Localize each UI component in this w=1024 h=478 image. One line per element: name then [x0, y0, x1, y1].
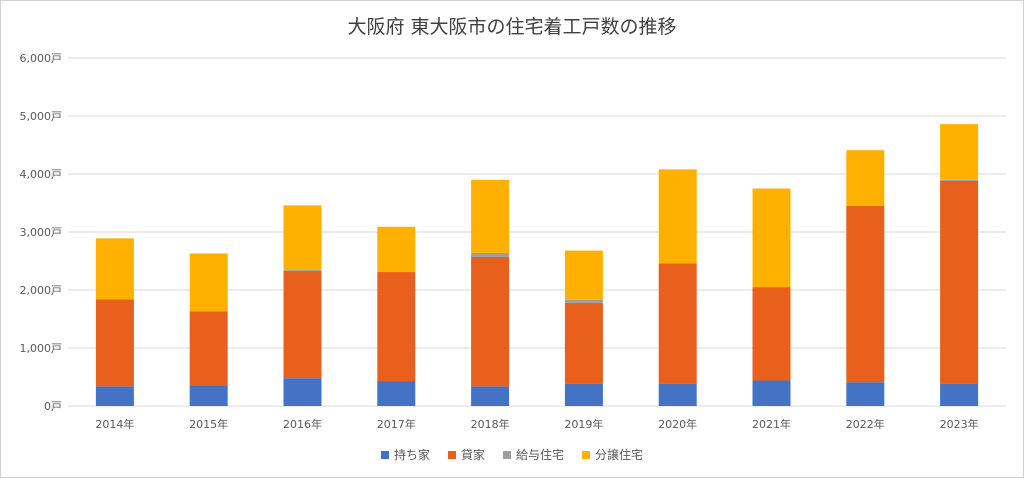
- bar-segment: [189, 385, 228, 406]
- bar-segment: [658, 383, 697, 406]
- x-tick-label: 2018年: [471, 417, 510, 431]
- bar-segment: [564, 299, 603, 303]
- legend-item: 持ち家: [380, 446, 430, 463]
- bar-segment: [377, 226, 416, 273]
- bar-segment: [377, 272, 416, 382]
- x-tick-label: 2015年: [189, 417, 228, 431]
- bar-segment: [471, 252, 510, 257]
- y-tick-label: 3,000戸: [20, 226, 63, 239]
- bar-segment: [940, 383, 979, 406]
- y-tick-label: 2,000戸: [20, 284, 63, 297]
- y-tick-label: 0戸: [44, 400, 62, 413]
- legend-swatch: [380, 450, 389, 459]
- bar-segment: [283, 270, 322, 379]
- x-tick-label: 2016年: [283, 417, 322, 431]
- legend-swatch: [582, 450, 591, 459]
- bar-segment: [846, 205, 885, 383]
- bar-segment: [658, 169, 697, 264]
- bar-segment: [471, 179, 510, 253]
- x-tick-label: 2017年: [377, 417, 416, 431]
- bar-segment: [95, 238, 134, 300]
- legend-label: 給与住宅: [516, 448, 565, 462]
- bar-segment: [471, 386, 510, 406]
- bar-segment: [377, 381, 416, 406]
- bar-segment: [940, 179, 979, 181]
- x-tick-label: 2022年: [846, 417, 885, 431]
- bar-segment: [564, 302, 603, 384]
- bar-segment: [846, 150, 885, 206]
- bar-segment: [189, 253, 228, 312]
- legend-item: 分譲住宅: [582, 446, 643, 463]
- bar-segment: [846, 382, 885, 406]
- legend-label: 分譲住宅: [595, 448, 644, 462]
- legend-swatch: [447, 450, 456, 459]
- bar-segment: [283, 205, 322, 270]
- x-tick-label: 2021年: [752, 417, 791, 431]
- chart-title: 大阪府 東大阪市の住宅着工戸数の推移: [347, 16, 677, 38]
- bar-segment: [564, 383, 603, 406]
- bar-segment: [752, 188, 791, 288]
- legend-label: 持ち家: [393, 448, 430, 462]
- x-tick-label: 2023年: [940, 417, 979, 431]
- x-tick-label: 2014年: [95, 417, 134, 431]
- legend: 持ち家 貸家 給与住宅 分譲住宅: [0, 446, 1024, 463]
- bar-segment: [189, 311, 228, 386]
- y-tick-label: 6,000戸: [20, 52, 63, 65]
- bar-segment: [752, 380, 791, 406]
- bar-segment: [752, 287, 791, 381]
- chart-plot-area: 0戸 1,000戸 2,000戸 3,000戸 4,000戸 5,000戸 6,000戸 20…: [20, 52, 1006, 431]
- bar-segment: [658, 263, 697, 384]
- bar-segment: [940, 180, 979, 384]
- bar-segment: [283, 378, 322, 406]
- y-tick-label: 5,000戸: [20, 110, 63, 123]
- x-tick-label: 2019年: [564, 417, 603, 431]
- x-tick-label: 2020年: [658, 417, 697, 431]
- bar-segment: [940, 124, 979, 180]
- legend-item: 貸家: [447, 446, 485, 463]
- bar-segment: [95, 299, 134, 387]
- y-tick-label: 4,000戸: [20, 168, 63, 181]
- y-tick-label: 1,000戸: [20, 342, 63, 355]
- legend-label: 貸家: [460, 448, 485, 462]
- bar-segment: [471, 256, 510, 387]
- bar-segment: [564, 250, 603, 300]
- legend-swatch: [503, 450, 511, 459]
- bar-segment: [283, 269, 322, 271]
- bar-segment: [95, 386, 134, 406]
- legend-item: 給与住宅: [503, 446, 564, 463]
